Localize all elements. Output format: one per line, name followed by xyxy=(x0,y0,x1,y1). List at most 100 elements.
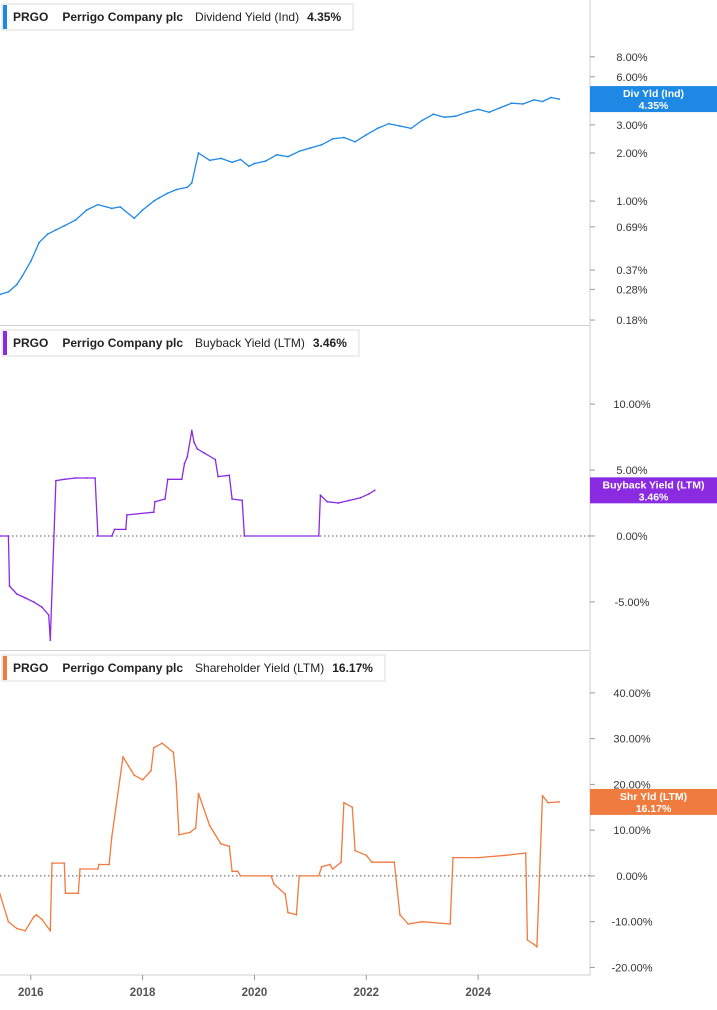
data-point xyxy=(373,489,376,492)
data-point xyxy=(175,188,178,191)
data-point xyxy=(79,868,81,870)
data-point xyxy=(541,794,544,797)
data-point xyxy=(141,778,144,781)
chart-legend[interactable]: PRGO Perrigo Company plc Shareholder Yield… xyxy=(1,654,386,682)
data-point xyxy=(110,535,113,537)
data-point xyxy=(214,458,217,461)
data-point xyxy=(127,765,130,767)
data-point xyxy=(399,125,401,127)
data-point xyxy=(152,200,155,203)
data-point xyxy=(197,152,200,154)
y-tick-label: 40.00% xyxy=(613,688,651,700)
chart-legend[interactable]: PRGO Perrigo Company plc Dividend Yield (I… xyxy=(1,3,354,31)
data-point xyxy=(231,498,234,500)
series-line xyxy=(0,742,560,948)
data-point xyxy=(241,499,244,502)
data-point xyxy=(220,157,222,160)
chart-panel-3: 40.00% 30.00% 20.00% 10.00% 0.00% -10.00% -20.… xyxy=(0,651,717,975)
data-point xyxy=(35,913,38,916)
data-point xyxy=(365,133,368,136)
data-point xyxy=(220,843,222,845)
data-point xyxy=(264,160,267,163)
data-point xyxy=(522,103,524,105)
data-point xyxy=(0,535,1,537)
data-point xyxy=(488,111,491,114)
legend-ticker: PRGO xyxy=(13,10,48,24)
data-point xyxy=(180,478,183,481)
data-point xyxy=(533,943,535,946)
data-point xyxy=(298,875,301,877)
data-point xyxy=(122,756,124,758)
data-point xyxy=(354,140,356,143)
data-point xyxy=(141,209,144,211)
data-point xyxy=(399,913,401,916)
data-point xyxy=(124,528,127,531)
legend-current-value: 3.46% xyxy=(313,336,347,350)
data-point xyxy=(331,868,334,870)
data-point xyxy=(15,593,18,595)
data-point xyxy=(197,792,200,795)
data-point xyxy=(253,162,256,165)
data-point xyxy=(454,115,457,118)
legend-company: Perrigo Company plc xyxy=(62,661,183,675)
data-point xyxy=(152,746,155,749)
data-point xyxy=(166,192,169,195)
data-point xyxy=(126,514,128,516)
data-point xyxy=(208,824,211,827)
data-point xyxy=(541,100,544,103)
data-point xyxy=(239,158,242,161)
data-point xyxy=(319,494,322,496)
x-tick-label: 2024 xyxy=(465,987,491,999)
data-point xyxy=(46,233,49,236)
data-point xyxy=(320,143,323,146)
data-point xyxy=(74,477,77,479)
data-point xyxy=(21,275,24,277)
data-point xyxy=(359,496,362,499)
data-point xyxy=(550,96,552,99)
value-badge-value: 3.46% xyxy=(639,491,669,503)
data-point xyxy=(443,116,446,119)
data-point xyxy=(239,875,242,877)
data-point xyxy=(194,827,197,829)
data-point xyxy=(340,861,342,864)
data-point xyxy=(55,479,57,482)
data-point xyxy=(55,229,57,231)
data-point xyxy=(190,429,193,432)
y-tick-label: 30.00% xyxy=(613,734,651,746)
data-point xyxy=(85,477,88,479)
data-point xyxy=(98,863,100,866)
data-point xyxy=(41,918,43,921)
data-point xyxy=(190,182,193,184)
legend-color-bar xyxy=(3,656,7,680)
chart-legend[interactable]: PRGO Perrigo Company plc Buyback Yield (LT… xyxy=(1,329,360,357)
data-point xyxy=(317,875,320,877)
legend-ticker: PRGO xyxy=(13,336,48,350)
data-point xyxy=(449,923,452,925)
y-tick-label: 8.00% xyxy=(616,52,647,64)
data-point xyxy=(329,863,331,866)
data-point xyxy=(510,102,513,105)
value-badge-label: Div Yld (Ind) xyxy=(623,88,684,100)
value-badge-label: Shr Yld (LTM) xyxy=(620,791,687,803)
data-point xyxy=(228,845,231,848)
data-point xyxy=(172,751,175,754)
data-point xyxy=(178,833,180,836)
legend-color-bar xyxy=(3,5,7,29)
series-line xyxy=(0,429,376,641)
data-point xyxy=(63,478,66,481)
data-point xyxy=(32,916,35,918)
y-tick-label: 10.00% xyxy=(613,825,651,837)
data-point xyxy=(298,150,301,153)
data-point xyxy=(175,781,178,783)
y-tick-label: 1.00% xyxy=(616,196,647,208)
data-point xyxy=(477,108,480,111)
data-point xyxy=(186,456,189,458)
data-point xyxy=(505,854,507,857)
legend-company: Perrigo Company plc xyxy=(62,10,183,24)
data-point xyxy=(51,862,53,864)
data-point xyxy=(77,892,80,895)
data-point xyxy=(133,774,136,777)
y-tick-label: -20.00% xyxy=(612,962,653,974)
data-point xyxy=(284,893,287,896)
y-tick-label: 3.00% xyxy=(616,120,647,132)
